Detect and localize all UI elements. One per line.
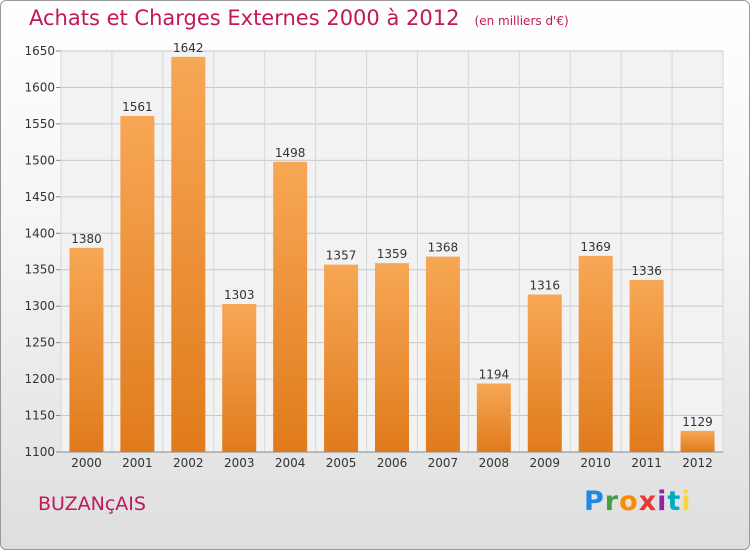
logo-letter: x (638, 486, 658, 517)
x-tick-label: 2008 (479, 456, 510, 470)
logo-letter: r (604, 486, 620, 517)
data-label-2010: 1369 (580, 240, 611, 254)
bar-2010 (578, 255, 613, 452)
bar-2002 (171, 56, 206, 452)
bar-2004 (273, 161, 308, 452)
data-label-2000: 1380 (71, 232, 102, 246)
bar-2009 (527, 294, 562, 452)
data-label-2002: 1642 (173, 41, 204, 55)
bar-2005 (324, 264, 359, 452)
data-label-2007: 1368 (428, 241, 459, 255)
logo-letter: t (667, 486, 682, 517)
chart-title: Achats et Charges Externes 2000 à 2012 (29, 6, 460, 30)
data-label-2009: 1316 (529, 279, 560, 293)
x-tick-label: 2009 (529, 456, 560, 470)
y-tick-label: 1550 (24, 117, 55, 131)
bar-2003 (222, 303, 257, 452)
y-tick-label: 1650 (24, 44, 55, 58)
y-tick-label: 1300 (24, 299, 55, 313)
data-label-2011: 1336 (631, 264, 662, 278)
x-tick-label: 2000 (71, 456, 102, 470)
logo-letter: i (681, 486, 692, 517)
proxiti-logo: Proxiti (584, 486, 692, 517)
bar-2008 (476, 383, 511, 452)
data-label-2012: 1129 (682, 415, 713, 429)
x-tick-label: 2012 (682, 456, 713, 470)
bar-2007 (425, 256, 460, 452)
x-tick-label: 2007 (428, 456, 459, 470)
logo-letter: i (657, 486, 668, 517)
data-label-2003: 1303 (224, 288, 255, 302)
x-tick-label: 2011 (631, 456, 662, 470)
bar-2000 (69, 247, 104, 452)
bar-2006 (375, 263, 409, 452)
data-label-2008: 1194 (479, 367, 510, 381)
city-name: BUZANçAIS (38, 493, 146, 515)
x-tick-label: 2001 (122, 456, 153, 470)
x-tick-label: 2003 (224, 456, 255, 470)
x-tick-label: 2006 (377, 456, 408, 470)
data-label-2006: 1359 (377, 247, 408, 261)
y-tick-label: 1100 (24, 445, 55, 459)
chart-unit: (en milliers d'€) (474, 14, 569, 28)
x-tick-label: 2005 (326, 456, 357, 470)
data-label-2001: 1561 (122, 100, 153, 114)
x-tick-label: 2004 (275, 456, 306, 470)
y-tick-label: 1450 (24, 190, 55, 204)
logo-letter: P (584, 486, 605, 517)
data-label-2004: 1498 (275, 146, 306, 160)
bar-2001 (120, 115, 155, 452)
y-tick-label: 1500 (24, 153, 55, 167)
bar-2012 (680, 430, 715, 452)
data-label-2005: 1357 (326, 249, 357, 263)
y-tick-label: 1350 (24, 263, 55, 277)
bar-2011 (629, 279, 664, 452)
y-tick-label: 1600 (24, 80, 55, 94)
y-tick-label: 1150 (24, 409, 55, 423)
y-tick-label: 1200 (24, 372, 55, 386)
chart-title-block: Achats et Charges Externes 2000 à 2012 (… (29, 6, 569, 30)
y-tick-label: 1400 (24, 226, 55, 240)
y-tick-label: 1250 (24, 336, 55, 350)
x-tick-label: 2002 (173, 456, 204, 470)
logo-letter: o (619, 486, 639, 517)
x-tick-label: 2010 (580, 456, 611, 470)
